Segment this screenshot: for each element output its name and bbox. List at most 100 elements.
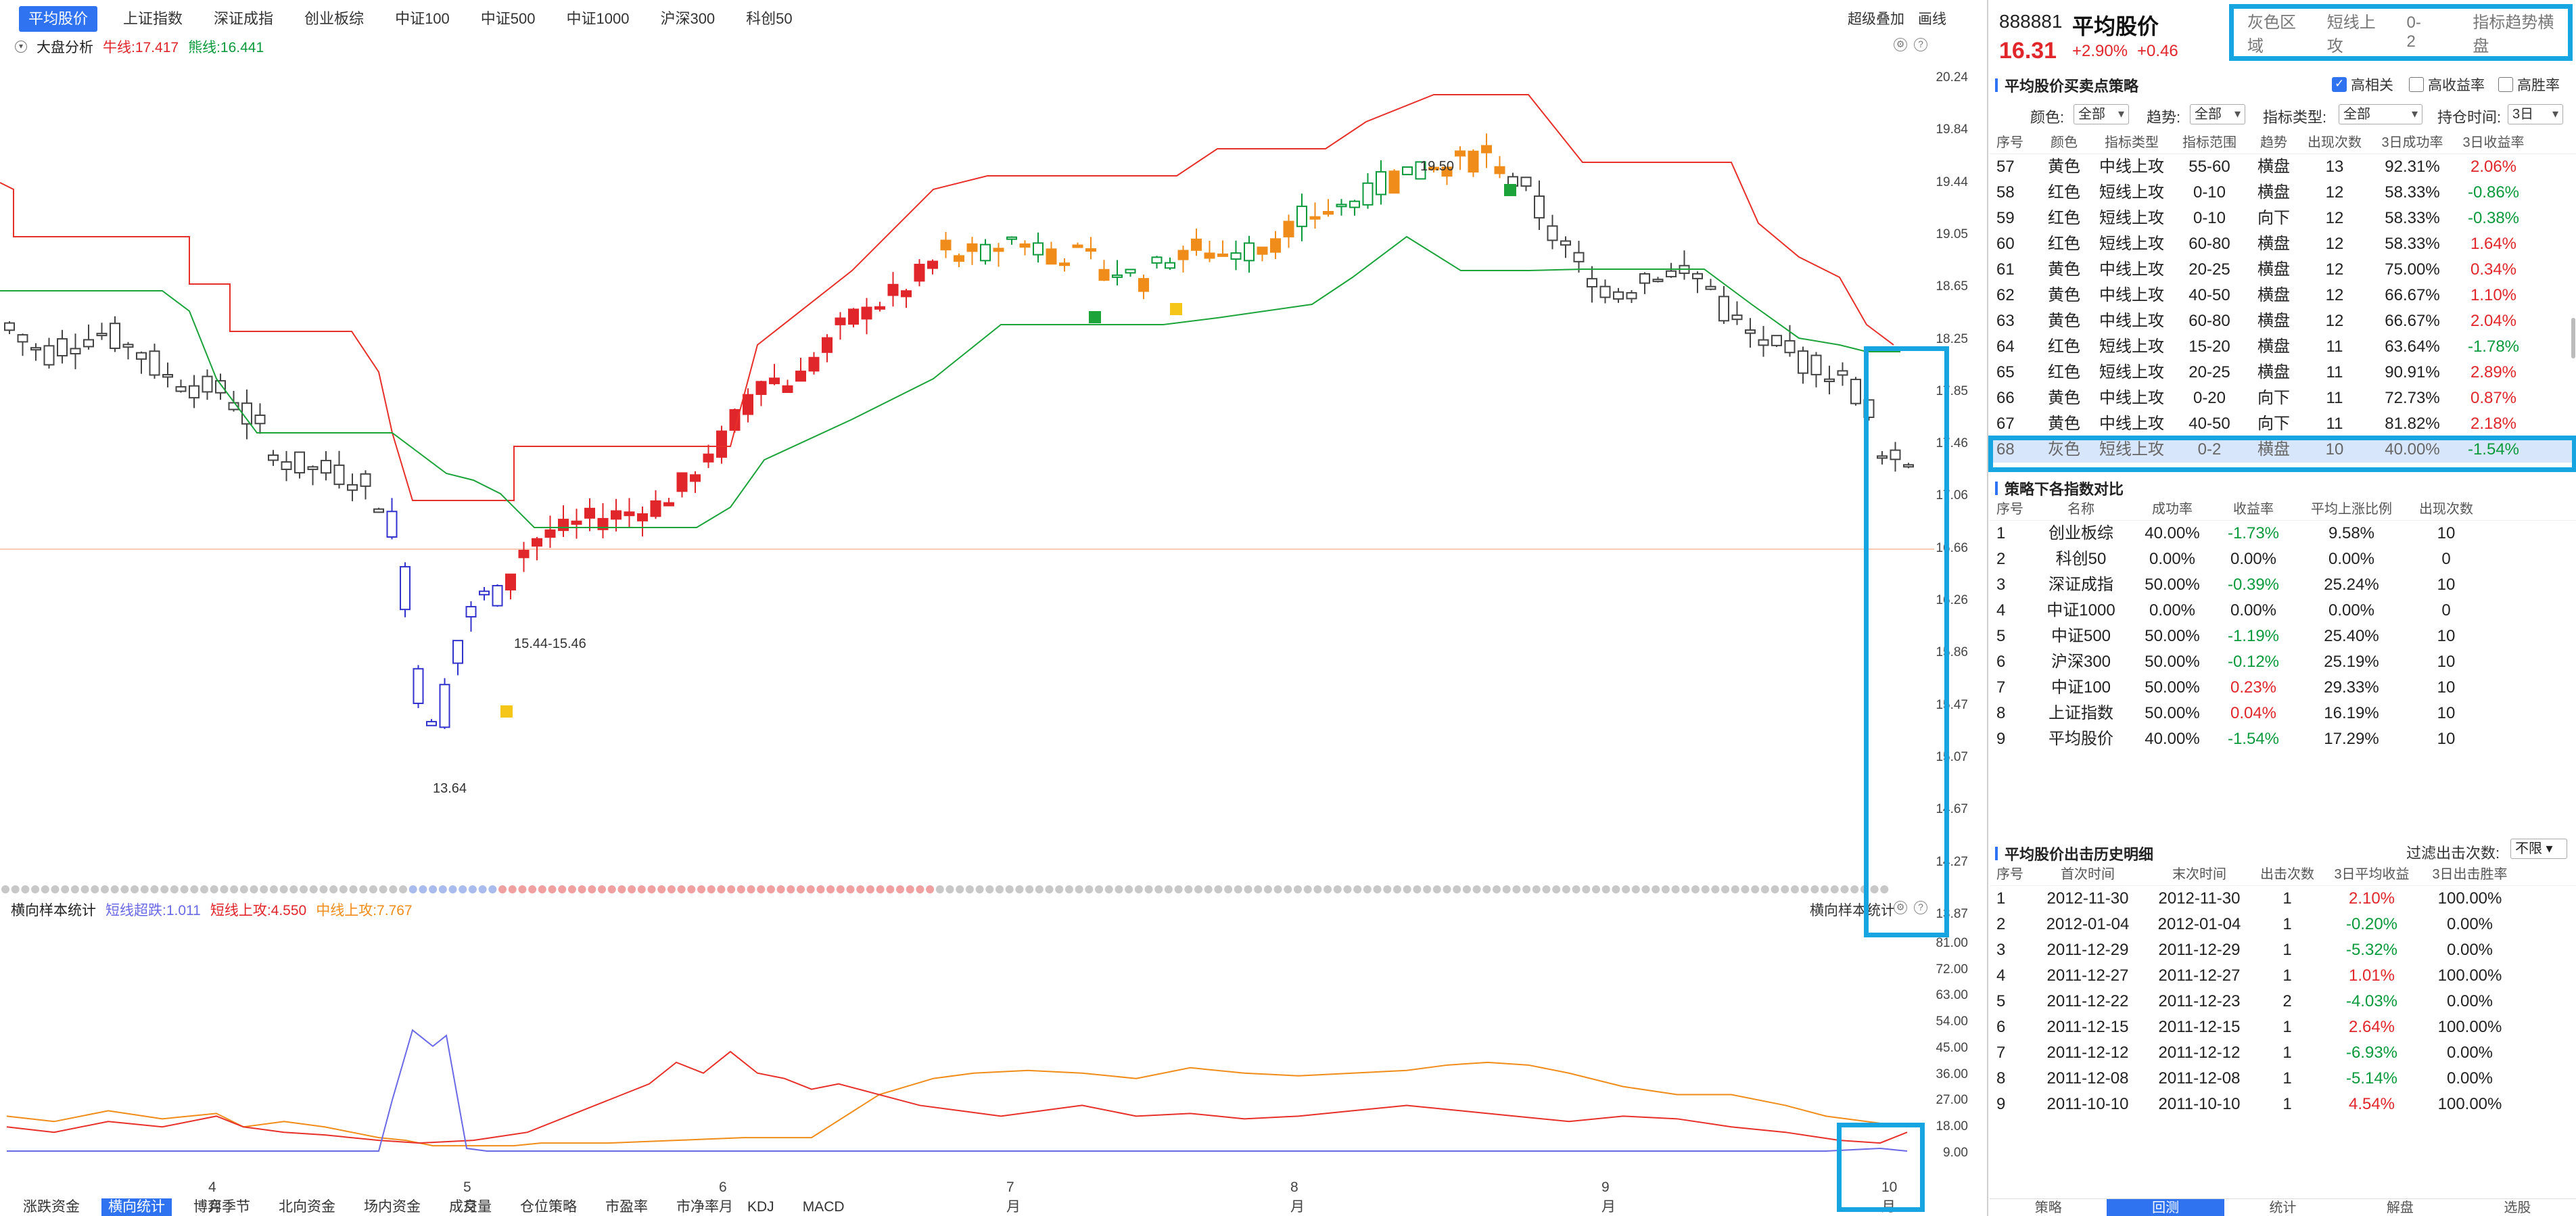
sample-stat-chart[interactable] [0,920,1934,1177]
table-row[interactable]: 7 中证100 50.00% 0.23% 29.33% 10 [1990,675,2576,701]
table-row[interactable]: 58 红色 短线上攻 0-10 横盘 12 58.33% -0.86% [1990,180,2576,206]
footer-tab[interactable]: 统计 [2269,1200,2297,1215]
table-row[interactable]: 63 黄色 中线上攻 60-80 横盘 12 66.67% 2.04% [1990,308,2576,334]
table-cell: 58.33% [2385,235,2440,253]
strategy-scrollbar[interactable] [2571,318,2575,358]
table-cell: 0.23% [2230,678,2277,697]
color-filter-select[interactable]: 全部 [2074,104,2129,124]
candle-body [1270,238,1281,253]
table-row[interactable]: 57 黄色 中线上攻 55-60 横盘 13 92.31% 2.06% [1990,154,2576,180]
index-tab[interactable]: 中证1000 [566,10,630,27]
check-high-return[interactable]: 高收益率 [2409,74,2485,95]
table-row[interactable]: 3 深证成指 50.00% -0.39% 25.24% 10 [1990,572,2576,598]
indicator-tab[interactable]: 市盈率 [605,1199,648,1215]
indicator-tab[interactable]: 涨跌资金 [23,1199,80,1215]
table-row[interactable]: 9 2011-10-10 2011-10-10 1 4.54% 100.00% [1990,1092,2576,1117]
super-overlay-link[interactable]: 超级叠加 [1848,11,1904,27]
collapse-icon[interactable]: ▾ [15,41,27,53]
table-row[interactable]: 4 2011-12-27 2011-12-27 1 1.01% 100.00% [1990,963,2576,989]
index-tab[interactable]: 平均股价 [19,6,98,32]
history-filter-select[interactable]: 不限 ▾ [2510,839,2567,859]
candle-body [347,484,358,491]
indicator-tab[interactable]: 仓位策略 [520,1199,577,1215]
table-row[interactable]: 64 红色 短线上攻 15-20 横盘 11 63.64% -1.78% [1990,334,2576,360]
table-row[interactable]: 5 2011-12-22 2011-12-23 2 -4.03% 0.00% [1990,989,2576,1014]
candle-body [1758,339,1769,346]
table-cell: 6 [1996,1018,2006,1036]
signal-dot [1095,885,1103,893]
table-row[interactable]: 1 创业板综 40.00% -1.73% 9.58% 10 [1990,521,2576,546]
sub-settings-icon[interactable]: ⚙ [1894,901,1907,914]
signal-dot [120,885,129,893]
checkbox-icon[interactable] [2409,77,2424,92]
indicator-tab[interactable]: 博弈季节 [193,1199,250,1215]
table-row[interactable]: 68 灰色 短线上攻 0-2 横盘 10 40.00% -1.54% [1990,437,2576,463]
table-row[interactable]: 5 中证500 50.00% -1.19% 25.40% 10 [1990,624,2576,649]
checkbox-icon[interactable] [2498,77,2513,92]
settings-icon[interactable]: ⚙ [1894,38,1907,51]
table-cell: 黄色 [2048,286,2080,304]
table-row[interactable]: 62 黄色 中线上攻 40-50 横盘 12 66.67% 1.10% [1990,283,2576,308]
sub-help-icon[interactable]: ? [1914,901,1927,914]
candle-body [294,451,305,474]
hold-filter-select[interactable]: 3日 [2508,104,2563,124]
signal-dot [91,885,99,893]
sell-marker-icon[interactable] [1504,184,1516,196]
table-row[interactable]: 8 上证指数 50.00% 0.04% 16.19% 10 [1990,701,2576,726]
check-high-winrate[interactable]: 高胜率 [2498,74,2560,95]
footer-tab[interactable]: 选股 [2504,1200,2531,1215]
table-cell: 25.19% [2324,653,2379,671]
signal-dot [1453,885,1461,893]
indicator-tab[interactable]: 北向资金 [279,1199,335,1215]
help-icon[interactable]: ? [1914,38,1927,51]
table-row[interactable]: 3 2011-12-29 2011-12-29 1 -5.32% 0.00% [1990,937,2576,963]
checkbox-icon[interactable] [2332,77,2347,92]
footer-tab[interactable]: 解盘 [2386,1200,2414,1215]
table-row[interactable]: 59 红色 短线上攻 0-10 向下 12 58.33% -0.38% [1990,206,2576,231]
table-row[interactable]: 8 2011-12-08 2011-12-08 1 -5.14% 0.00% [1990,1066,2576,1092]
indicator-tab[interactable]: MACD [802,1199,845,1215]
table-row[interactable]: 2 科创50 0.00% 0.00% 0.00% 0 [1990,546,2576,572]
table-row[interactable]: 67 黄色 中线上攻 40-50 向下 11 81.82% 2.18% [1990,411,2576,437]
table-row[interactable]: 6 沪深300 50.00% -0.12% 25.19% 10 [1990,649,2576,675]
sell-marker-icon[interactable] [1089,311,1101,323]
index-tab[interactable]: 创业板综 [304,10,365,27]
indicator-tab[interactable]: 市净率 [676,1199,719,1215]
table-row[interactable]: 65 红色 短线上攻 20-25 横盘 11 90.91% 2.89% [1990,360,2576,385]
index-tab[interactable]: 科创50 [746,10,793,27]
chart-area: 平均股价 上证指数 深证成指 创业板综 中证100 中证500 中证1000 沪深300 科创5… [0,0,1988,1216]
footer-tab[interactable]: 回测 [2107,1199,2224,1216]
buy-marker-icon[interactable] [500,705,513,718]
buy-marker-icon[interactable] [1170,303,1182,315]
candle-body [1085,248,1096,252]
check-high-corr[interactable]: 高相关 [2332,74,2393,95]
table-cell: 0.04% [2230,704,2277,722]
price-chart[interactable]: 13.64 19.50 15.44-15.46 [0,54,1934,886]
type-filter-select[interactable]: 全部 [2339,104,2422,124]
candle-body [611,510,622,520]
trend-filter-select[interactable]: 全部 [2190,104,2245,124]
table-row[interactable]: 1 2012-11-30 2012-11-30 1 2.10% 100.00% [1990,886,2576,912]
table-row[interactable]: 9 平均股价 40.00% -1.54% 17.29% 10 [1990,726,2576,752]
table-row[interactable]: 4 中证1000 0.00% 0.00% 0.00% 0 [1990,598,2576,624]
signal-dot [1810,885,1819,893]
table-cell: 短线上攻 [2099,337,2164,356]
table-row[interactable]: 60 红色 短线上攻 60-80 横盘 12 58.33% 1.64% [1990,231,2576,257]
indicator-tab[interactable]: 横向统计 [101,1198,172,1216]
index-tab[interactable]: 深证成指 [214,10,274,27]
index-tab[interactable]: 上证指数 [123,10,183,27]
table-row[interactable]: 6 2011-12-15 2011-12-15 1 2.64% 100.00% [1990,1014,2576,1040]
table-row[interactable]: 66 黄色 中线上攻 0-20 向下 11 72.73% 0.87% [1990,385,2576,411]
indicator-tab[interactable]: 成交量 [449,1199,492,1215]
index-tab[interactable]: 沪深300 [660,10,716,27]
indicator-tab[interactable]: KDJ [747,1199,774,1215]
footer-tab[interactable]: 策略 [2034,1200,2062,1215]
index-tab[interactable]: 中证100 [395,10,450,27]
draw-line-link[interactable]: 画线 [1918,11,1946,27]
indicator-tab[interactable]: 场内资金 [364,1199,421,1215]
table-row[interactable]: 61 黄色 中线上攻 20-25 横盘 12 75.00% 0.34% [1990,257,2576,283]
table-row[interactable]: 7 2011-12-12 2011-12-12 1 -6.93% 0.00% [1990,1040,2576,1066]
table-row[interactable]: 2 2012-01-04 2012-01-04 1 -0.20% 0.00% [1990,912,2576,937]
table-cell: 62 [1996,286,2015,304]
index-tab[interactable]: 中证500 [480,10,536,27]
